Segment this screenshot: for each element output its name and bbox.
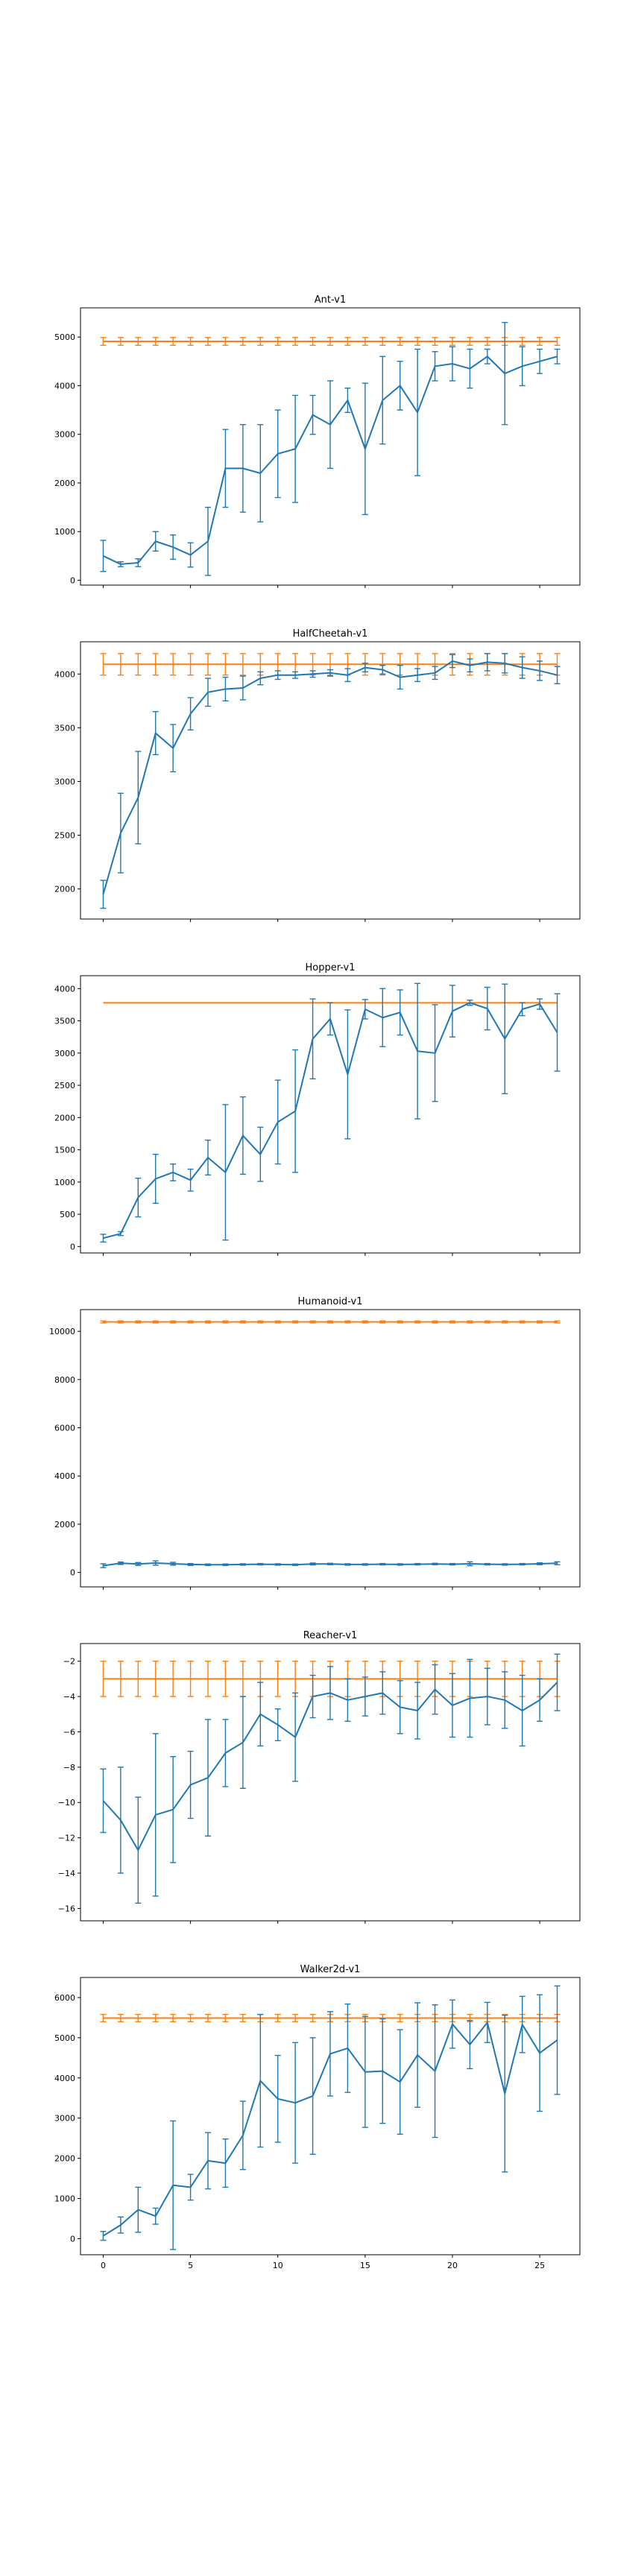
y-tick-label: 0 bbox=[70, 575, 75, 585]
plot-area bbox=[100, 982, 561, 1243]
y-tick-label: 4000 bbox=[54, 381, 75, 391]
chart-title: Reacher-v1 bbox=[303, 1630, 358, 1641]
y-tick-label: −16 bbox=[58, 1904, 75, 1913]
y-tick-label: 2000 bbox=[54, 1520, 75, 1530]
y-tick-label: −2 bbox=[63, 1657, 75, 1667]
series-line-policy bbox=[103, 1002, 558, 1240]
y-tick-label: 8000 bbox=[54, 1375, 75, 1385]
series-line-policy bbox=[102, 660, 558, 895]
chart-title: Hopper-v1 bbox=[305, 962, 355, 973]
y-tick-label: 4000 bbox=[54, 669, 75, 679]
chart-title: Humanoid-v1 bbox=[297, 1296, 362, 1307]
y-tick-label: 2000 bbox=[54, 479, 75, 488]
plot-frame bbox=[80, 975, 581, 1254]
y-tick-label: 4000 bbox=[54, 1471, 75, 1481]
plot-area bbox=[100, 321, 561, 576]
plot-area bbox=[100, 653, 561, 909]
y-tick-label: 2000 bbox=[54, 885, 75, 894]
y-tick-label: 3000 bbox=[54, 777, 75, 786]
y-tick-label: 5000 bbox=[54, 332, 75, 342]
y-tick-label: 4000 bbox=[54, 984, 75, 994]
chart-title: Ant-v1 bbox=[315, 294, 347, 306]
series-line-policy bbox=[102, 1682, 558, 1852]
series-line-policy bbox=[103, 1562, 558, 1567]
series-policy bbox=[100, 1653, 561, 1904]
y-tick-label: 0 bbox=[70, 1568, 75, 1578]
plot-frame bbox=[80, 307, 581, 586]
series-expert bbox=[100, 337, 561, 346]
x-tick-label: 15 bbox=[360, 2261, 370, 2270]
x-tick-label: 10 bbox=[273, 2261, 283, 2270]
y-tick-label: 3000 bbox=[54, 2114, 75, 2124]
chart-reacher-v1: Reacher-v1 −16 −14 −12 −10 −8 −6 −4 −2 bbox=[58, 1630, 581, 1924]
series-policy bbox=[100, 1560, 561, 1568]
y-tick-label: 6000 bbox=[54, 1993, 75, 2003]
y-tick-label: 3000 bbox=[54, 1049, 75, 1058]
y-tick-label: 5000 bbox=[54, 2033, 75, 2043]
series-expert bbox=[100, 1320, 561, 1324]
y-tick-label: −8 bbox=[63, 1763, 75, 1772]
y-tick-label: 2000 bbox=[54, 1113, 75, 1123]
y-tick-label: 1000 bbox=[54, 2194, 75, 2204]
y-tick-label: −10 bbox=[58, 1798, 75, 1808]
plot-frame bbox=[80, 1643, 581, 1922]
y-tick-label: 0 bbox=[70, 1242, 75, 1251]
y-tick-label: 0 bbox=[70, 2234, 75, 2244]
plot-area bbox=[100, 1320, 561, 1568]
y-tick-label: −6 bbox=[63, 1727, 75, 1737]
x-tick-label: 25 bbox=[534, 2261, 545, 2270]
series-line-policy bbox=[102, 2021, 558, 2237]
series-line-policy bbox=[103, 356, 558, 565]
y-tick-label: −4 bbox=[63, 1692, 75, 1702]
y-tick-label: −14 bbox=[58, 1869, 75, 1878]
y-tick-label: 1000 bbox=[54, 527, 75, 537]
series-policy bbox=[100, 321, 561, 576]
y-tick-label: 500 bbox=[60, 1210, 75, 1219]
y-tick-label: 2000 bbox=[54, 2154, 75, 2164]
chart-title: Walker2d-v1 bbox=[300, 1964, 361, 1975]
y-tick-label: 10000 bbox=[49, 1327, 75, 1336]
series-policy bbox=[100, 982, 561, 1243]
y-tick-label: 2500 bbox=[54, 1081, 75, 1090]
y-tick-label: 1500 bbox=[54, 1146, 75, 1155]
y-tick-label: 3000 bbox=[54, 430, 75, 440]
plot-frame bbox=[80, 1977, 581, 2255]
chart-halfcheetah-v1: HalfCheetah-v1 2000 2500 3000 3500 4000 bbox=[54, 628, 581, 922]
x-tick-label: 5 bbox=[188, 2261, 193, 2270]
y-tick-label: 1000 bbox=[54, 1178, 75, 1187]
y-tick-label: 3500 bbox=[54, 723, 75, 733]
chart-ant-v1: Ant-v1 0 1000 2000 3000 4000 5000 bbox=[54, 294, 581, 588]
y-tick-label: 2500 bbox=[54, 831, 75, 841]
chart-hopper-v1: Hopper-v1 0 500 1000 1500 2000 2500 3000 3500 400… bbox=[54, 962, 581, 1256]
y-tick-label: 3500 bbox=[54, 1017, 75, 1026]
plot-area bbox=[100, 1653, 561, 1904]
plot-frame bbox=[80, 641, 581, 920]
plot-area bbox=[100, 1985, 561, 2250]
series-policy bbox=[100, 653, 561, 909]
y-tick-label: −12 bbox=[58, 1834, 75, 1843]
chart-humanoid-v1: Humanoid-v1 0 2000 4000 6000 8000 10000 bbox=[49, 1296, 581, 1590]
chart-title: HalfCheetah-v1 bbox=[293, 628, 368, 640]
y-tick-label: 4000 bbox=[54, 2074, 75, 2083]
plot-frame bbox=[80, 1309, 581, 1588]
x-tick-label: 0 bbox=[101, 2261, 106, 2270]
y-tick-label: 6000 bbox=[54, 1424, 75, 1433]
x-tick-label: 20 bbox=[447, 2261, 458, 2270]
chart-walker2d-v1: Walker2d-v1 0 1000 2000 3000 4000 5000 6000 0 5 10… bbox=[54, 1964, 581, 2270]
series-policy bbox=[100, 1985, 561, 2250]
